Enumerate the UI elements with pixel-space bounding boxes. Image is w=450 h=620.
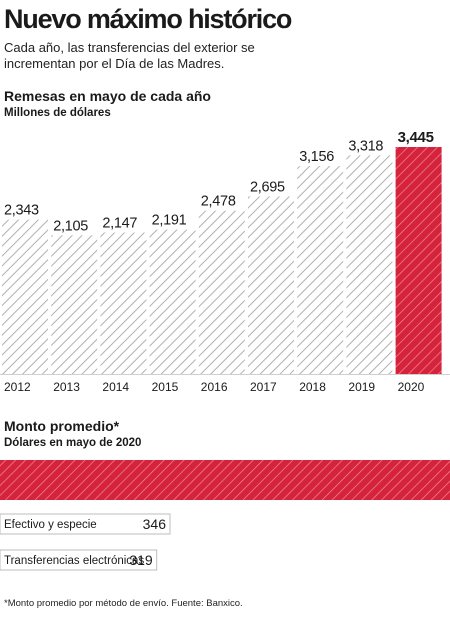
x-tick-2017: 2017: [250, 380, 277, 394]
bar-2019: [346, 155, 393, 374]
bar-2017: [248, 196, 294, 374]
avg-highlight-band: [0, 460, 450, 500]
avg-chart-subtitle: Dólares en mayo de 2020: [4, 437, 142, 449]
avg-value-label-1: 319: [129, 552, 153, 568]
x-tick-2015: 2015: [152, 380, 179, 394]
bar-2014: [100, 232, 147, 374]
bar-2016: [198, 210, 245, 374]
x-tick-2016: 2016: [201, 380, 228, 394]
page-subtitle: Cada año, las transferencias del exterio…: [4, 40, 255, 71]
avg-category-label-1: Transferencias electrónicas: [4, 555, 144, 567]
bar-2015: [149, 229, 196, 374]
x-tick-2014: 2014: [102, 380, 129, 394]
footnote: *Monto promedio por método de envío. Fue…: [4, 598, 243, 609]
x-tick-2013: 2013: [53, 380, 80, 394]
avg-bar-1: [0, 549, 158, 571]
avg-bar-0: [0, 513, 171, 535]
bar-2013: [51, 235, 98, 374]
bar-2012: [2, 219, 48, 374]
value-label-2020: 3,445: [398, 129, 434, 146]
bar-2020: [395, 147, 442, 374]
x-tick-2012: 2012: [4, 380, 31, 394]
value-label-2015: 2,191: [152, 213, 187, 229]
bar-2018: [297, 166, 344, 374]
avg-category-label-0: Efectivo y especie: [4, 519, 97, 531]
value-label-2017: 2,695: [250, 179, 285, 195]
x-tick-2020: 2020: [398, 380, 425, 394]
x-tick-2018: 2018: [299, 380, 326, 394]
page-title: Nuevo máximo histórico: [4, 4, 292, 34]
value-label-2013: 2,105: [53, 218, 88, 234]
value-label-2016: 2,478: [201, 194, 236, 210]
avg-value-label-0: 346: [143, 516, 167, 532]
avg-chart-title: Monto promedio*: [4, 418, 120, 434]
bar-chart-subtitle: Millones de dólares: [4, 107, 111, 119]
value-label-2019: 3,318: [348, 138, 383, 154]
bar-chart-title: Remesas en mayo de cada año: [4, 88, 211, 104]
x-tick-2019: 2019: [348, 380, 375, 394]
value-label-2014: 2,147: [102, 216, 137, 232]
value-label-2018: 3,156: [299, 149, 334, 165]
value-label-2012: 2,343: [4, 203, 39, 219]
